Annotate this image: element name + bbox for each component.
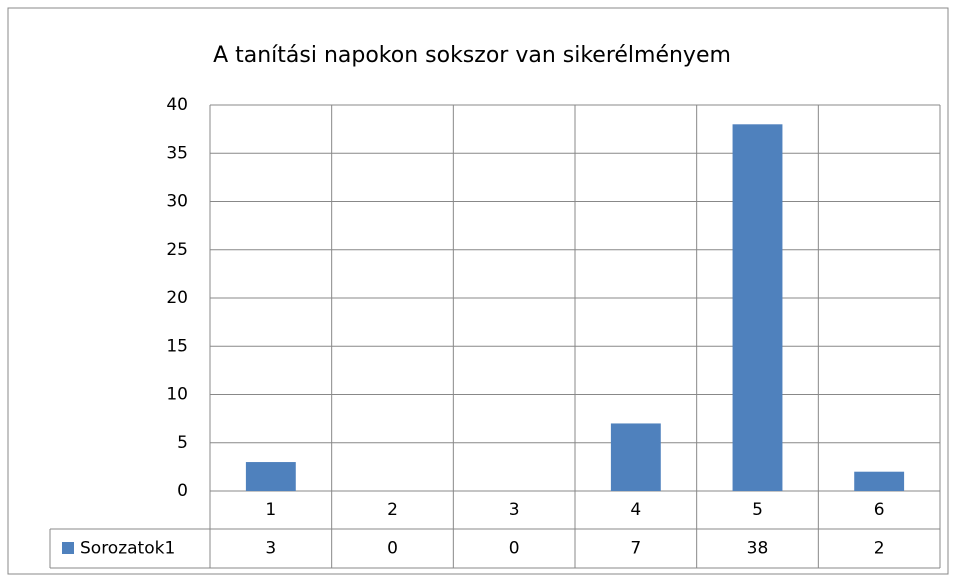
chart-title: A tanítási napokon sokszor van sikerélmé… [213, 43, 731, 68]
bar [245, 462, 296, 491]
table-value: 3 [265, 539, 276, 559]
table-value: 0 [509, 539, 520, 559]
bar [732, 124, 783, 492]
table-value: 0 [387, 539, 398, 559]
x-tick-label: 1 [265, 500, 276, 520]
y-tick-label: 5 [177, 433, 188, 453]
x-tick-label: 4 [630, 500, 641, 520]
y-tick-label: 35 [166, 143, 188, 163]
y-tick-label: 0 [177, 481, 188, 501]
y-tick-label: 30 [166, 192, 188, 212]
table-value: 2 [874, 539, 885, 559]
y-tick-label: 40 [166, 95, 188, 115]
y-tick-label: 10 [166, 385, 188, 405]
x-tick-label: 2 [387, 500, 398, 520]
table-value: 7 [630, 539, 641, 559]
y-tick-label: 15 [166, 336, 188, 356]
legend-label: Sorozatok1 [80, 539, 175, 559]
y-tick-label: 25 [166, 240, 188, 260]
chart-border [7, 7, 949, 575]
table-value: 38 [747, 539, 769, 559]
bar [610, 423, 661, 491]
bar [854, 471, 905, 491]
x-tick-label: 5 [752, 500, 763, 520]
y-tick-label: 20 [166, 288, 188, 308]
x-tick-label: 6 [874, 500, 885, 520]
x-tick-label: 3 [509, 500, 520, 520]
legend-swatch [62, 542, 74, 554]
